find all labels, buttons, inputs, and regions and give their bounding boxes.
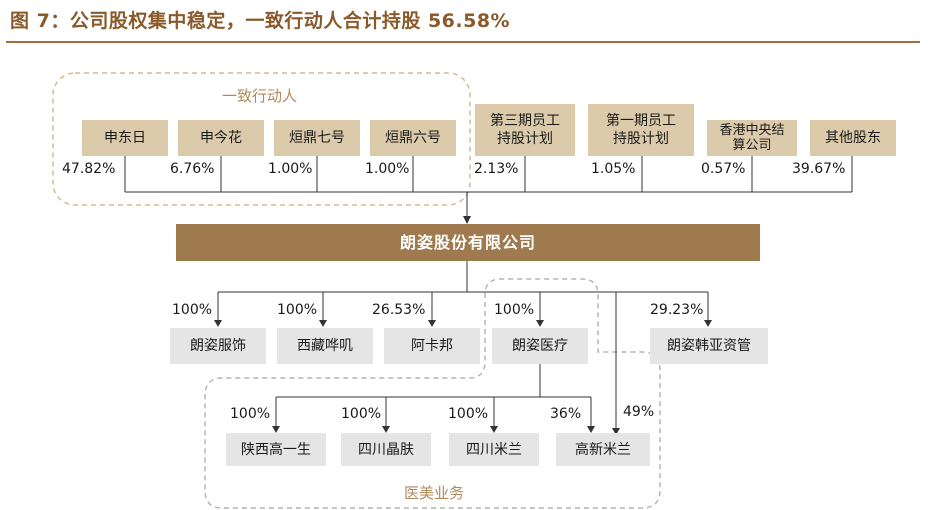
shareholding-percent: 47.82%	[62, 161, 116, 177]
shareholding-percent: 1.00%	[365, 161, 410, 177]
shareholder-box: 第一期员工持股计划	[588, 104, 694, 156]
subsidiary-box: 朗姿服饰	[170, 328, 266, 364]
medical-unit-box: 高新米兰	[556, 433, 650, 466]
shareholding-percent: 100%	[448, 406, 489, 422]
shareholder-box: 第三期员工持股计划	[475, 104, 575, 156]
shareholding-percent: 100%	[172, 302, 213, 318]
shareholder-box: 申东日	[82, 120, 168, 156]
medical-unit-box: 陕西高一生	[226, 433, 326, 466]
shareholding-percent: 0.57%	[701, 161, 746, 177]
concert-group-border	[52, 72, 471, 206]
subsidiary-box: 朗姿韩亚资管	[650, 328, 768, 364]
medical-unit-box: 四川晶肤	[341, 433, 431, 466]
shareholding-percent: 6.76%	[170, 161, 215, 177]
shareholder-box: 烜鼎六号	[370, 120, 456, 156]
company-box: 朗姿股份有限公司	[176, 224, 760, 261]
subsidiary-box: 朗姿医疗	[492, 328, 588, 364]
figure-title: 图 7：公司股权集中稳定，一致行动人合计持股 56.58%	[10, 10, 511, 32]
shareholding-percent: 39.67%	[792, 161, 846, 177]
shareholder-box: 烜鼎七号	[274, 120, 360, 156]
subsidiary-box: 阿卡邦	[384, 328, 480, 364]
shareholding-percent: 29.23%	[650, 302, 704, 318]
shareholding-percent: 26.53%	[372, 302, 426, 318]
medical-unit-box: 四川米兰	[449, 433, 539, 466]
shareholding-percent: 2.13%	[474, 161, 519, 177]
shareholding-percent: 1.00%	[268, 161, 313, 177]
shareholding-percent: 100%	[277, 302, 318, 318]
shareholder-box: 申今花	[178, 120, 264, 156]
shareholding-percent: 49%	[623, 404, 655, 420]
medical-group-label: 医美业务	[404, 484, 465, 502]
shareholding-percent: 36%	[550, 406, 582, 422]
title-divider	[6, 41, 920, 43]
shareholding-percent: 100%	[341, 406, 382, 422]
medical-group-border	[204, 278, 661, 509]
subsidiary-box: 西藏哗叽	[277, 328, 373, 364]
shareholder-box: 香港中央结算公司	[707, 120, 797, 156]
concert-group-label: 一致行动人	[222, 87, 298, 105]
shareholder-box: 其他股东	[810, 120, 896, 156]
shareholding-percent: 100%	[494, 302, 535, 318]
arrow-to-company	[463, 216, 471, 224]
shareholding-percent: 100%	[230, 406, 271, 422]
shareholding-percent: 1.05%	[591, 161, 636, 177]
